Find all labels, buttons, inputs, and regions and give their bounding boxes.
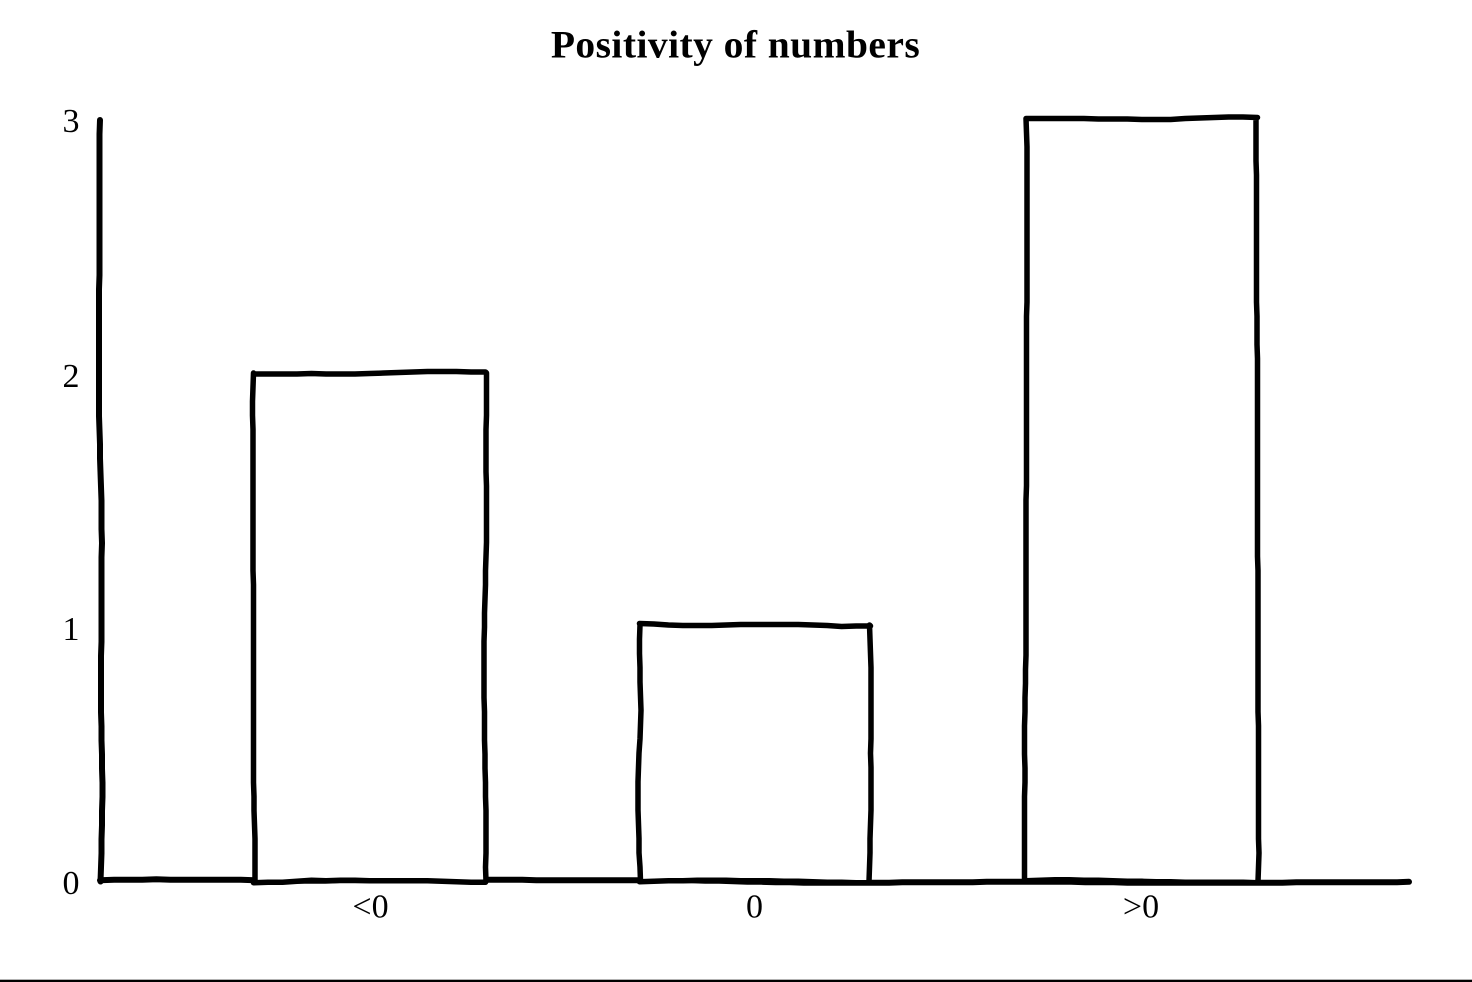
svg-text:<0: <0 <box>352 889 388 926</box>
svg-text:3: 3 <box>63 103 80 140</box>
svg-text:Positivity of numbers: Positivity of numbers <box>551 23 920 67</box>
svg-text:1: 1 <box>63 611 80 648</box>
svg-text:0: 0 <box>746 889 763 926</box>
svg-text:2: 2 <box>63 358 80 395</box>
svg-text:>0: >0 <box>1123 889 1159 926</box>
svg-text:0: 0 <box>63 865 80 902</box>
